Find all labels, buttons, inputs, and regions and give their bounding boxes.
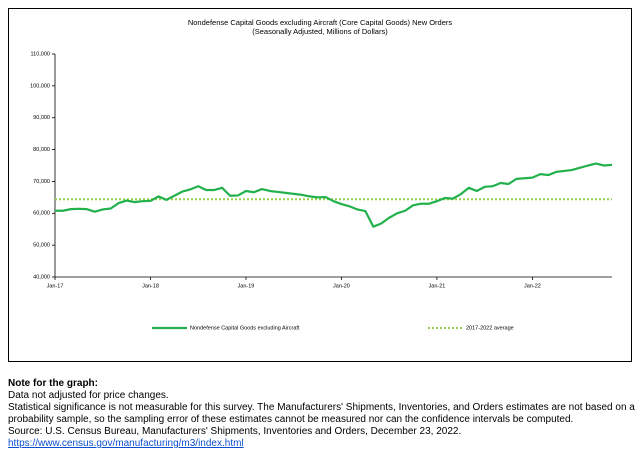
y-tick-label: 50,000 (33, 243, 50, 249)
x-tick-label: Jan-17 (47, 283, 64, 289)
legend-label: Nondefense Capital Goods excluding Aircr… (190, 325, 300, 331)
chart-border (8, 8, 632, 362)
source-link[interactable]: https://www.census.gov/manufacturing/m3/… (8, 438, 244, 449)
chart-subtitle: (Seasonally Adjusted, Millions of Dollar… (252, 27, 388, 36)
y-tick-label: 90,000 (33, 115, 50, 121)
notes-title: Note for the graph: (8, 378, 98, 389)
y-tick-label: 100,000 (30, 83, 50, 89)
note-line: Source: U.S. Census Bureau, Manufacturer… (8, 426, 462, 437)
x-tick-label: Jan-19 (238, 283, 255, 289)
chart-title: Nondefense Capital Goods excluding Aircr… (188, 18, 453, 27)
y-tick-label: 40,000 (33, 274, 50, 280)
y-tick-label: 70,000 (33, 179, 50, 185)
x-tick-label: Jan-18 (142, 283, 159, 289)
legend-label: 2017-2022 average (466, 325, 514, 331)
note-line: Statistical significance is not measurab… (8, 402, 635, 413)
note-line: Data not adjusted for price changes. (8, 390, 169, 401)
y-tick-label: 80,000 (33, 147, 50, 153)
note-line: probability sample, so the sampling erro… (8, 414, 574, 425)
y-tick-label: 110,000 (31, 51, 50, 57)
x-tick-label: Jan-21 (429, 283, 446, 289)
chart: Nondefense Capital Goods excluding Aircr… (8, 8, 632, 362)
series-line (55, 162, 613, 228)
note-link-row: https://www.census.gov/manufacturing/m3/… (8, 438, 635, 450)
x-tick-label: Jan-20 (333, 283, 350, 289)
notes: Note for the graph: Data not adjusted fo… (8, 378, 635, 450)
y-tick-label: 60,000 (33, 211, 50, 217)
x-tick-label: Jan-22 (524, 283, 541, 289)
